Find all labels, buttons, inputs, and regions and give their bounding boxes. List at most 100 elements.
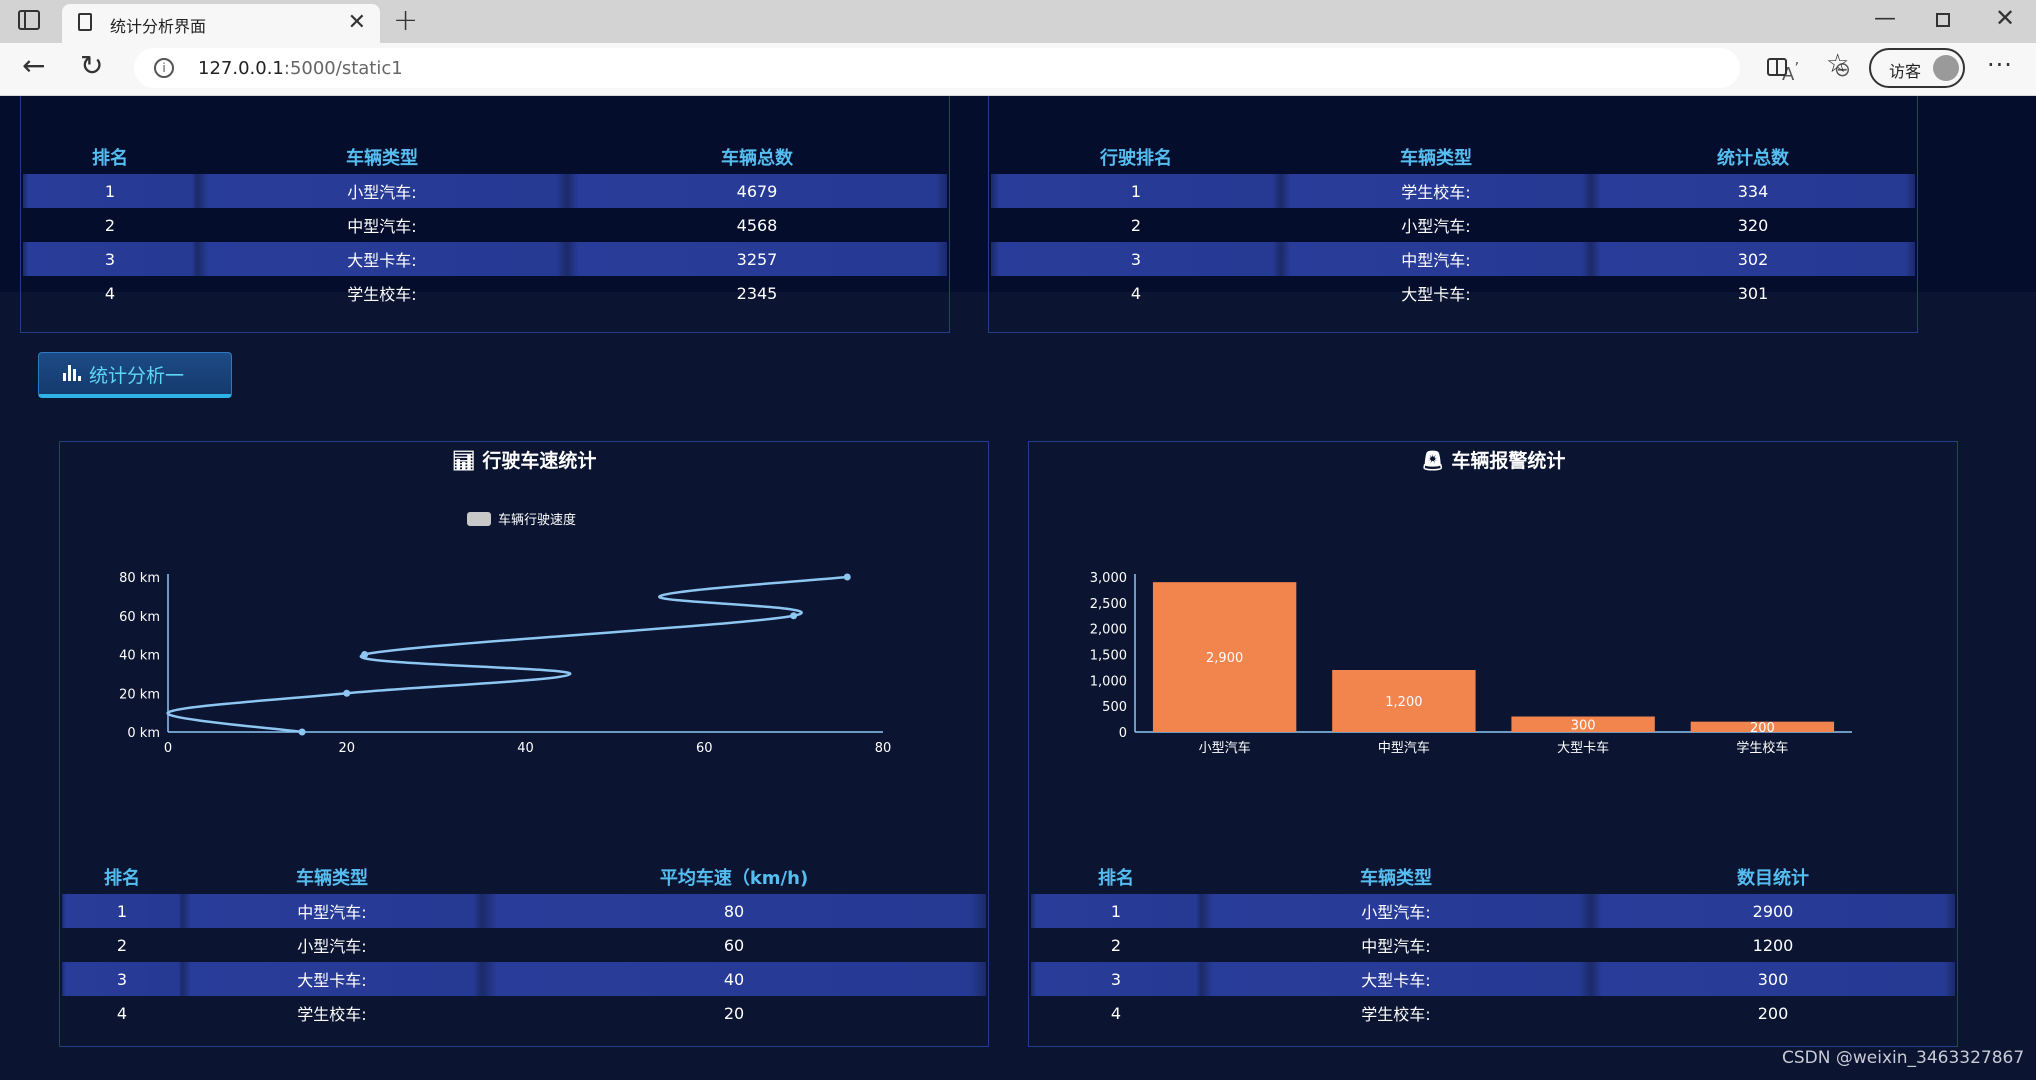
- speed-table: 排名 车辆类型 平均车速（km/h) 1 中型汽车: 80 2 小型汽车: 60 3 大型…: [62, 860, 986, 1030]
- driving-rank-panel: 行驶排名 车辆类型 统计总数 1 学生校车: 334 2 小型汽车: 320 3 中型汽车…: [988, 96, 1918, 333]
- table-cell: 大型卡车:: [1201, 962, 1591, 996]
- column-header: 车辆类型: [346, 148, 418, 169]
- column-header: 车辆类型: [1360, 868, 1432, 889]
- bar-value-label: 2,900: [1206, 651, 1243, 666]
- close-tab-icon[interactable]: ✕: [347, 10, 366, 35]
- table-cell: 2: [1130, 215, 1142, 235]
- column-header: 数目统计: [1737, 868, 1809, 889]
- table-cell: 1200: [1752, 935, 1794, 955]
- bar: [1690, 721, 1835, 732]
- chart-bar-icon: 📊︎: [451, 450, 476, 472]
- table-cell: 4: [1110, 1003, 1122, 1023]
- table-cell: 3257: [567, 242, 947, 276]
- x-tick-label: 80: [875, 741, 892, 756]
- table-cell: 3: [23, 242, 197, 276]
- more-options-icon[interactable]: ···: [1987, 51, 2013, 79]
- table-cell: 20: [723, 1003, 745, 1023]
- table-cell: 学生校车:: [297, 1005, 367, 1024]
- url-text[interactable]: 127.0.0.1:5000/static1: [198, 58, 403, 79]
- y-tick-label: 60 km: [119, 610, 160, 625]
- bar: [1152, 582, 1297, 732]
- data-point: [361, 651, 369, 658]
- tab-actions-icon[interactable]: [18, 10, 40, 30]
- table-cell: 60: [723, 935, 745, 955]
- table-header-row: 排名 车辆类型 数目统计: [1031, 860, 1955, 894]
- legend-swatch: [467, 512, 491, 526]
- data-point: [843, 573, 851, 581]
- column-header: 统计总数: [1717, 148, 1789, 169]
- site-info-icon[interactable]: i: [154, 58, 174, 78]
- split-screen-icon[interactable]: [1767, 58, 1787, 76]
- url-host: 127.0.0.1: [198, 58, 284, 79]
- reload-icon[interactable]: ↻: [80, 49, 104, 82]
- x-tick-label: 20: [338, 741, 355, 756]
- section-button-label: 统计分析一: [89, 365, 185, 387]
- table-row: 1 小型汽车: 4679: [23, 174, 947, 208]
- table-row: 2 中型汽车: 4568: [23, 208, 947, 242]
- table-cell: 200: [1757, 1003, 1789, 1023]
- favorites-star-icon[interactable]: ☆: [1826, 49, 1850, 79]
- y-tick-label: 2,000: [1090, 623, 1127, 638]
- alarm-panel-title: 🚨︎ 车辆报警统计: [1029, 446, 1957, 473]
- vehicle-total-panel: 排名 车辆类型 车辆总数 1 小型汽车: 4679 2 中型汽车: 4568 3 大型卡车…: [20, 96, 950, 333]
- table-cell: 302: [1591, 242, 1915, 276]
- zoom-out-icon[interactable]: ⊖: [1834, 57, 1851, 81]
- column-header: 排名: [1098, 868, 1134, 889]
- x-tick-label: 中型汽车: [1378, 740, 1430, 756]
- table-row: 2 小型汽车: 60: [62, 928, 986, 962]
- statistics-section-button[interactable]: 统计分析一: [38, 352, 232, 398]
- table-cell: 3: [1031, 962, 1201, 996]
- vehicle-total-table: 排名 车辆类型 车辆总数 1 小型汽车: 4679 2 中型汽车: 4568 3 大型卡车…: [23, 140, 947, 310]
- table-cell: 301: [1737, 283, 1769, 303]
- table-row: 3 中型汽车: 302: [991, 242, 1915, 276]
- table-row: 1 中型汽车: 80: [62, 894, 986, 928]
- profile-button[interactable]: 访客: [1869, 48, 1965, 88]
- table-row: 4 学生校车: 2345: [23, 276, 947, 310]
- column-header: 车辆类型: [1400, 148, 1472, 169]
- table-cell: 大型卡车:: [182, 962, 482, 996]
- column-header: 车辆类型: [296, 868, 368, 889]
- alarm-light-icon: 🚨︎: [1420, 450, 1445, 472]
- table-cell: 3: [62, 962, 182, 996]
- table-cell: 小型汽车:: [1401, 217, 1471, 236]
- speed-series-line: [166, 575, 848, 734]
- tab-title: 统计分析界面: [110, 17, 207, 36]
- new-tab-icon[interactable]: +: [393, 3, 419, 38]
- back-arrow-icon[interactable]: ←: [22, 49, 46, 82]
- dashboard-page: 排名 车辆类型 车辆总数 1 小型汽车: 4679 2 中型汽车: 4568 3 大型卡车…: [0, 96, 2036, 1080]
- y-tick-label: 0: [1119, 726, 1127, 741]
- table-cell: 4679: [567, 174, 947, 208]
- bar: [1511, 716, 1655, 732]
- x-tick-label: 0: [164, 741, 172, 756]
- watermark: CSDN @weixin_3463327867: [1782, 1048, 2025, 1068]
- speed-panel-title-text: 行驶车速统计: [482, 450, 597, 472]
- table-row: 4 大型卡车: 301: [991, 276, 1915, 310]
- table-cell: 1: [62, 894, 182, 928]
- y-tick-label: 1,000: [1090, 674, 1127, 689]
- window-close-icon[interactable]: ✕: [1995, 4, 2016, 32]
- alarm-stats-panel: 🚨︎ 车辆报警统计 0 500 1,000 1,500 2,000 2,500 3,000 2…: [1028, 441, 1958, 1047]
- minimize-icon[interactable]: —: [1874, 6, 1896, 31]
- bar-value-label: 200: [1750, 721, 1775, 736]
- column-header: 车辆总数: [721, 148, 793, 169]
- y-tick-label: 40 km: [119, 649, 160, 664]
- table-cell: 1: [23, 174, 197, 208]
- table-header-row: 排名 车辆类型 平均车速（km/h): [62, 860, 986, 894]
- speed-stats-panel: 📊︎ 行驶车速统计 车辆行驶速度 0 20 40 60 80 0 km 20 km 40 km 6…: [59, 441, 989, 1047]
- browser-tab-bar: 统计分析界面 ✕ + — ✕: [0, 0, 2036, 43]
- x-tick-label: 小型汽车: [1199, 740, 1251, 756]
- table-cell: 小型汽车:: [1201, 894, 1591, 928]
- x-tick-label: 大型卡车: [1557, 740, 1609, 756]
- alarm-bar-chart: 0 500 1,000 1,500 2,000 2,500 3,000 2,900 小型汽车 1,…: [1090, 571, 1852, 756]
- table-cell: 4: [104, 283, 116, 303]
- restore-icon[interactable]: [1936, 13, 1950, 27]
- legend-label: 车辆行驶速度: [498, 512, 576, 528]
- table-row: 1 小型汽车: 2900: [1031, 894, 1955, 928]
- table-cell: 334: [1591, 174, 1915, 208]
- active-tab[interactable]: 统计分析界面 ✕: [62, 4, 380, 43]
- table-cell: 300: [1591, 962, 1955, 996]
- url-field[interactable]: i 127.0.0.1:5000/static1 Aʼ ⊖: [134, 48, 1851, 88]
- x-tick-label: 学生校车: [1736, 740, 1788, 756]
- column-header: 排名: [104, 868, 140, 889]
- address-bar: ← ↻ i 127.0.0.1:5000/static1 Aʼ ⊖ ☆ 访客 ·…: [0, 43, 2036, 96]
